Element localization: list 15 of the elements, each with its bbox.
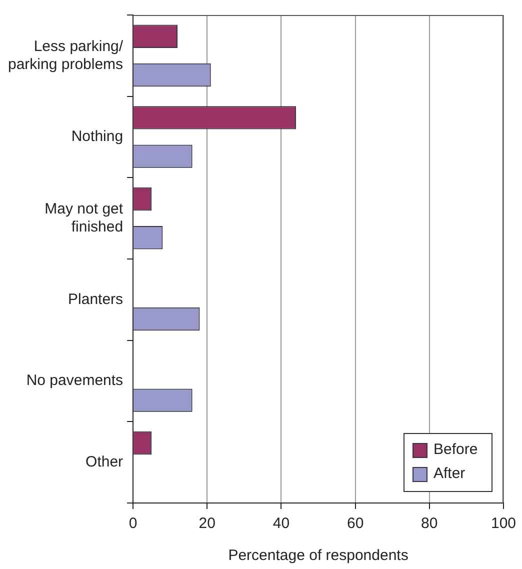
- x-tick-label: 60: [346, 515, 364, 532]
- x-axis-title: Percentage of respondents: [228, 547, 408, 564]
- y-tick-label: Other: [86, 453, 124, 470]
- legend-label: Before: [433, 441, 478, 458]
- x-tick-label: 40: [272, 515, 290, 532]
- y-tick-label: May not get finished: [44, 200, 124, 236]
- x-tick-label: 20: [198, 515, 216, 532]
- y-tick-label: Nothing: [71, 128, 124, 146]
- x-tick-label: 100: [490, 515, 516, 532]
- x-tick-label: 0: [128, 515, 138, 532]
- x-tick-label: 80: [421, 515, 438, 532]
- y-tick-label: No pavements: [26, 372, 124, 390]
- y-tick-label: Less parking/ parking problems: [8, 38, 124, 73]
- legend-label: After: [433, 465, 466, 482]
- y-tick-label: Planters: [68, 290, 124, 308]
